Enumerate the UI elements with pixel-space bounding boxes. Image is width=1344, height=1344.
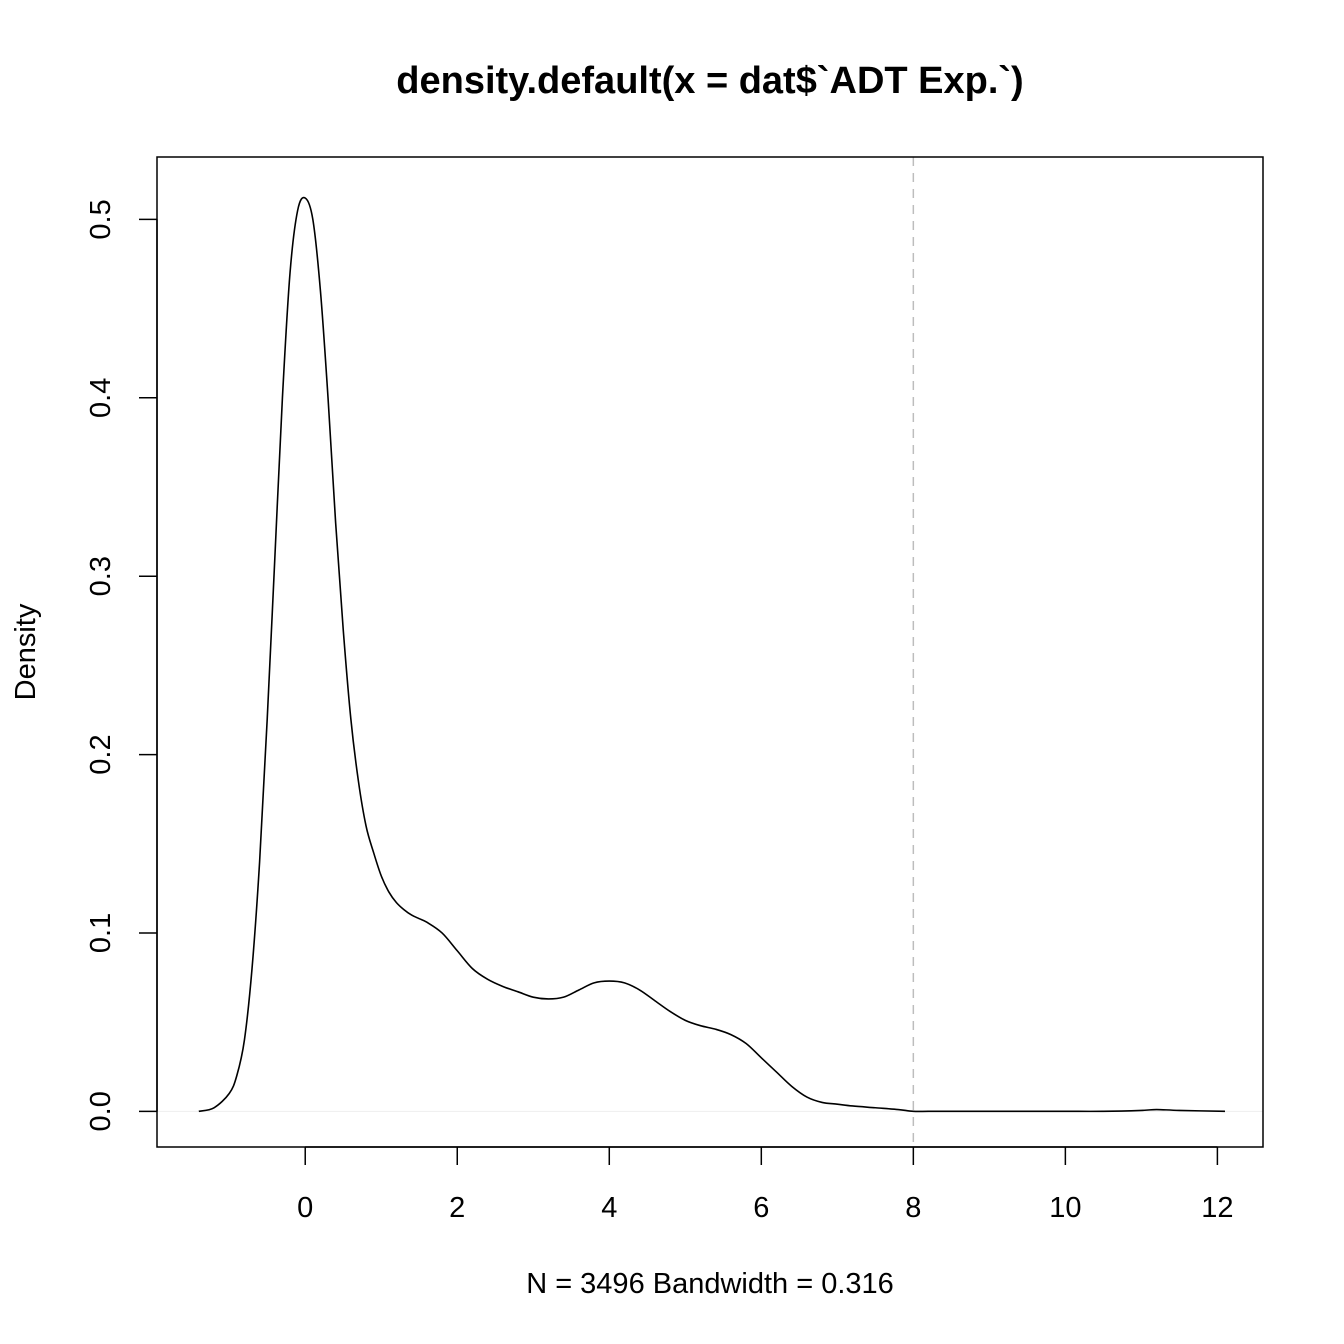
x-tick-label: 8 [905, 1192, 921, 1224]
x-axis: 0 2 4 6 8 10 12 [297, 1146, 1234, 1224]
x-tick-label: 2 [449, 1192, 465, 1224]
y-axis-label: Density [10, 603, 42, 700]
x-tick-label: 4 [601, 1192, 617, 1224]
y-tick-label: 0.0 [85, 1091, 117, 1131]
y-tick-label: 0.4 [85, 378, 117, 418]
y-tick-label: 0.1 [85, 913, 117, 953]
chart-title: density.default(x = dat$`ADT Exp.`) [396, 60, 1023, 102]
y-axis: 0.0 0.1 0.2 0.3 0.4 0.5 [85, 199, 158, 1131]
plot-frame [156, 156, 1264, 1148]
x-tick-label: 10 [1049, 1192, 1081, 1224]
y-tick-label: 0.3 [85, 556, 117, 596]
x-tick-label: 12 [1201, 1192, 1233, 1224]
y-tick-label: 0.2 [85, 734, 117, 774]
y-tick-label: 0.5 [85, 199, 117, 239]
density-curve [198, 196, 1226, 1113]
x-tick-label: 0 [297, 1192, 313, 1224]
x-tick-label: 6 [753, 1192, 769, 1224]
x-axis-label: N = 3496 Bandwidth = 0.316 [526, 1268, 894, 1300]
